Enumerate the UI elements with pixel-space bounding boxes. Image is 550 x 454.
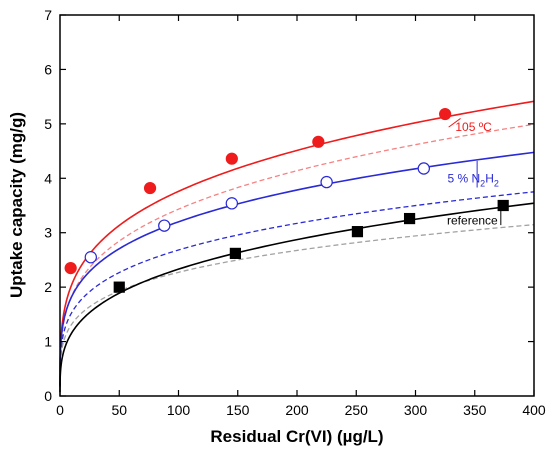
data-point (84, 251, 98, 264)
y-tick-label: 4 (44, 170, 52, 186)
y-tick-label: 1 (44, 334, 52, 350)
data-point (225, 152, 238, 165)
y-tick-label: 7 (44, 7, 52, 23)
data-point (225, 197, 239, 210)
x-axis: 0 50 100 150 200 250 300 350 400 (56, 15, 546, 418)
data-point (143, 181, 157, 195)
y-tick-label: 6 (44, 61, 52, 77)
x-tick-label: 150 (226, 402, 250, 418)
x-tick-label: 0 (56, 402, 64, 418)
red-fit-line (59, 100, 535, 387)
annotation-label: 105 ºC (455, 120, 492, 134)
y-tick-label: 0 (44, 388, 52, 404)
y-axis: 0 1 2 3 4 5 6 7 (44, 7, 534, 404)
data-point (229, 247, 241, 259)
y-tick-label: 5 (44, 116, 52, 132)
data-point (320, 175, 333, 189)
x-tick-label: 50 (111, 402, 127, 418)
x-tick-label: 350 (463, 402, 487, 418)
data-point (351, 226, 364, 238)
x-tick-label: 100 (167, 402, 191, 418)
annotation-label: reference (447, 214, 498, 228)
x-tick-label: 250 (345, 402, 369, 418)
annotations: 105 ºC 5 % N2H2 reference (447, 118, 502, 228)
x-tick-label: 300 (404, 402, 428, 418)
x-axis-title: Residual Cr(VI) (µg/L) (210, 427, 383, 446)
data-point (439, 107, 452, 121)
red-dashed-fit-line (59, 123, 535, 388)
data-point (158, 219, 171, 232)
annotation-leader (448, 118, 461, 128)
y-tick-label: 2 (44, 279, 52, 295)
data-point (312, 135, 325, 148)
blue-fit-line (59, 151, 535, 386)
x-tick-label: 400 (522, 402, 546, 418)
y-axis-title: Uptake capacity (mg/g) (7, 112, 26, 298)
data-point (403, 212, 416, 225)
x-tick-label: 200 (285, 402, 309, 418)
fit-curves (59, 100, 535, 393)
y-tick-label: 3 (44, 225, 52, 241)
data-point (497, 199, 509, 212)
data-markers (64, 107, 509, 293)
annotation-label: 5 % N2H2 (447, 172, 498, 189)
plot-frame (59, 14, 535, 397)
black-dashed-fit-line (59, 224, 535, 388)
data-point (64, 261, 77, 275)
data-point (417, 162, 430, 175)
data-point (113, 281, 125, 293)
